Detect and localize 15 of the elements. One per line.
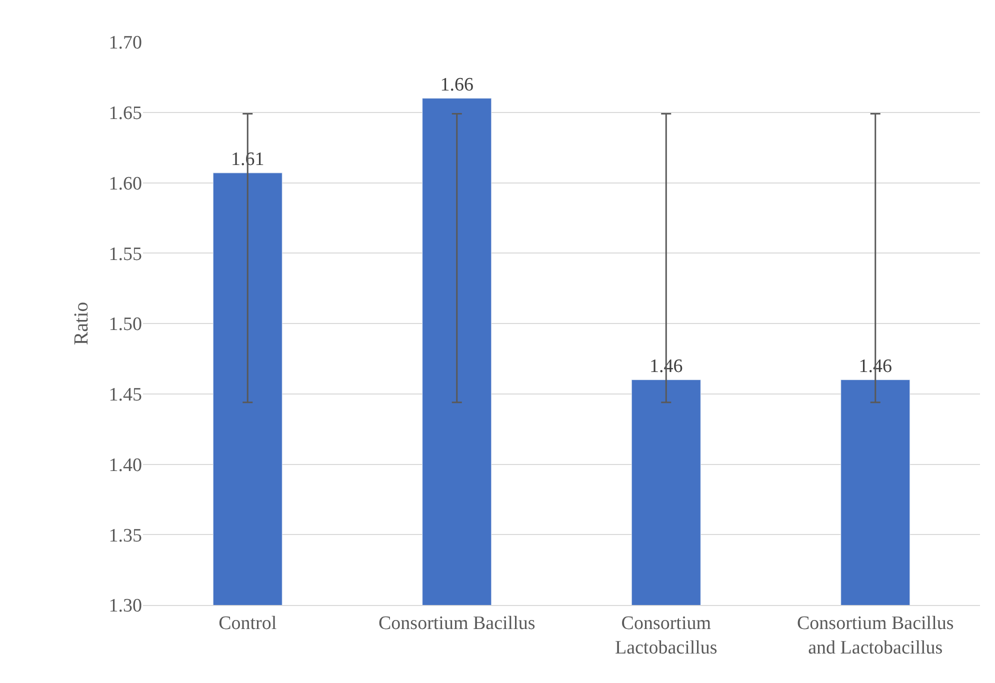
- y-tick-label: 1.55: [108, 244, 142, 265]
- y-tick-label: 1.70: [108, 32, 142, 54]
- y-tick-label: 1.65: [108, 103, 142, 124]
- x-tick-label: Control: [218, 612, 277, 634]
- x-tick-label: Consortium Lactobacillus: [614, 612, 718, 658]
- y-tick-label: 1.30: [108, 596, 142, 617]
- y-tick-label: 1.40: [108, 454, 142, 476]
- x-tick-label: Consortium Bacillus: [378, 612, 536, 634]
- x-tick-label: Consortium Bacillus and Lactobacillus: [797, 612, 954, 658]
- y-axis-title: Ratio: [70, 302, 92, 346]
- y-tick-label: 1.45: [108, 384, 142, 406]
- y-tick-label: 1.60: [108, 173, 142, 194]
- data-label: 1.66: [440, 74, 474, 96]
- y-tick-label: 1.50: [108, 314, 142, 336]
- y-tick-label: 1.35: [108, 525, 142, 546]
